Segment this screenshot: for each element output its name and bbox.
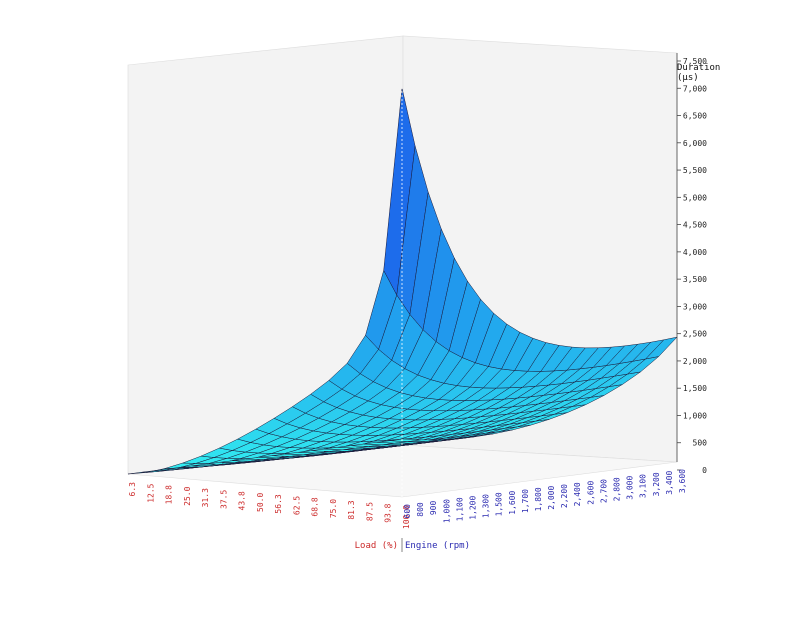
rpm-tick-label: 3,000	[626, 476, 635, 500]
z-axis-title-line1: Duration	[677, 63, 720, 73]
rpm-tick-label: 2,400	[573, 482, 582, 506]
load-tick-label: 87.5	[366, 502, 375, 521]
surface-mesh	[127, 87, 678, 475]
z-axis-title-line2: (µs)	[677, 73, 699, 83]
z-tick-label: 5,000	[683, 193, 707, 202]
rpm-tick-label: 2,200	[560, 484, 569, 508]
z-tick-label: 6,000	[683, 139, 707, 148]
rpm-tick-label: 3,400	[665, 471, 674, 495]
rpm-tick-label: 2,700	[599, 479, 608, 503]
rpm-tick-label: 1,800	[534, 487, 543, 511]
z-tick-label: 7,500	[683, 57, 707, 66]
load-axis-title: Load (%)	[355, 541, 398, 551]
rpm-tick-label: 1,000	[442, 499, 451, 523]
load-tick-label: 43.8	[238, 491, 247, 510]
z-tick-label: 3,000	[683, 302, 707, 311]
rpm-tick-label: 3,600	[678, 469, 687, 493]
z-tick-label: 500	[693, 439, 708, 448]
rpm-tick-label: 3,100	[639, 474, 648, 498]
load-tick-label: 50.0	[256, 493, 265, 512]
rpm-tick-label: 900	[429, 501, 438, 516]
load-tick-label: 6.3	[128, 482, 137, 497]
z-tick-label: 4,000	[683, 248, 707, 257]
rpm-tick-label: 600	[403, 504, 412, 519]
load-tick-label: 37.5	[219, 490, 228, 509]
rpm-tick-label: 1,700	[521, 489, 530, 513]
rpm-tick-label: 2,800	[613, 477, 622, 501]
load-tick-label: 75.0	[329, 499, 338, 518]
z-tick-label: 5,500	[683, 166, 707, 175]
load-tick-label: 62.5	[292, 496, 301, 515]
z-tick-label: 7,000	[683, 84, 707, 93]
chart-axes: 0 500 1,000 1,500 2,000 2,500 3,000 3,500 4,000 4…	[128, 53, 707, 552]
rpm-axis-title: Engine (rpm)	[405, 541, 470, 551]
load-tick-label: 18.8	[165, 485, 174, 504]
rpm-tick-label: 1,600	[508, 491, 517, 515]
rpm-tick-label: 2,600	[586, 481, 595, 505]
load-tick-label: 68.8	[311, 497, 320, 516]
rpm-tick-label: 1,100	[455, 497, 464, 521]
z-tick-label: 1,500	[683, 384, 707, 393]
rpm-tick-label: 1,500	[495, 492, 504, 516]
z-tick-label: 6,500	[683, 112, 707, 121]
z-tick-label: 2,000	[683, 357, 707, 366]
rpm-tick-label: 3,200	[652, 472, 661, 496]
load-tick-label: 93.8	[384, 503, 393, 522]
z-tick-label: 4,500	[683, 221, 707, 230]
load-tick-label: 12.5	[146, 483, 155, 502]
z-tick-label: 0	[702, 466, 707, 475]
z-tick-label: 3,500	[683, 275, 707, 284]
rpm-tick-label: 1,300	[482, 494, 491, 518]
load-tick-label: 25.0	[183, 486, 192, 505]
load-tick-label: 56.3	[274, 494, 283, 513]
rpm-tick-label: 1,200	[469, 496, 478, 520]
z-tick-label: 1,000	[683, 411, 707, 420]
z-tick-label: 2,500	[683, 330, 707, 339]
rpm-tick-label: 2,000	[547, 486, 556, 510]
load-tick-label: 100.0	[402, 505, 411, 529]
rpm-tick-label: 800	[416, 502, 425, 517]
load-tick-label: 31.3	[201, 488, 210, 507]
load-tick-label: 81.3	[347, 500, 356, 519]
